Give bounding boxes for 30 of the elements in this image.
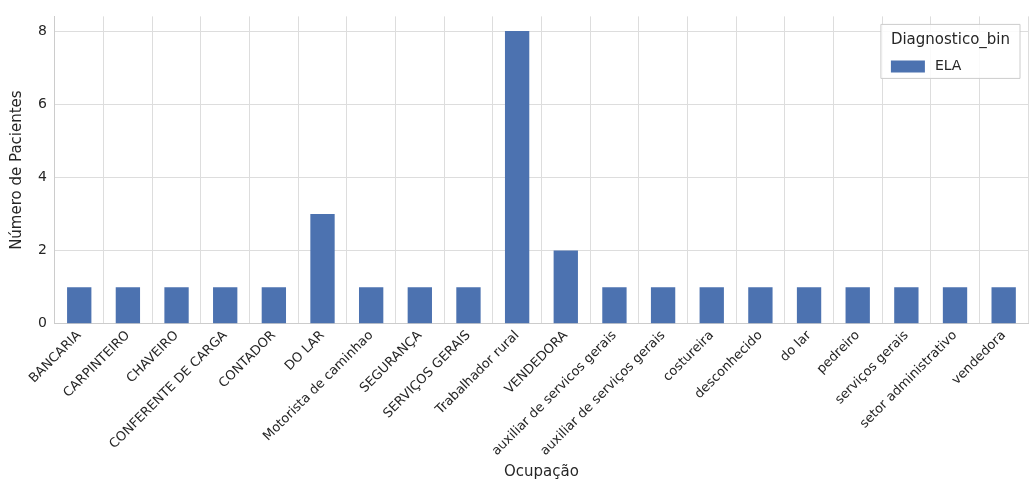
bar (456, 287, 481, 324)
bar (164, 287, 189, 324)
bar (504, 31, 530, 324)
x-tick-label: do lar (776, 326, 815, 365)
bar (310, 214, 335, 324)
bar (748, 287, 773, 324)
bar (67, 287, 92, 324)
legend-title: Diagnostico_bin (890, 30, 1011, 50)
y-axis-title: Número de Pacientes (6, 90, 25, 250)
bar (553, 250, 578, 324)
bar (602, 287, 627, 324)
bar (407, 287, 432, 324)
bar (796, 287, 822, 324)
y-tick-label: 8 (37, 21, 47, 38)
bar (942, 287, 968, 324)
x-axis-title: Ocupação (504, 461, 579, 480)
bar (650, 287, 676, 324)
bar (213, 287, 238, 324)
bar (699, 287, 724, 324)
bar (359, 287, 384, 324)
bar (894, 287, 919, 324)
bar (115, 287, 141, 324)
y-tick-label: 4 (37, 168, 47, 185)
legend-label: ELA (934, 57, 962, 74)
bar (261, 287, 287, 324)
y-tick-label: 0 (37, 314, 47, 331)
y-tick-label: 2 (37, 241, 47, 258)
bar (991, 287, 1016, 324)
bar (845, 287, 870, 324)
y-tick-label: 6 (37, 94, 47, 111)
